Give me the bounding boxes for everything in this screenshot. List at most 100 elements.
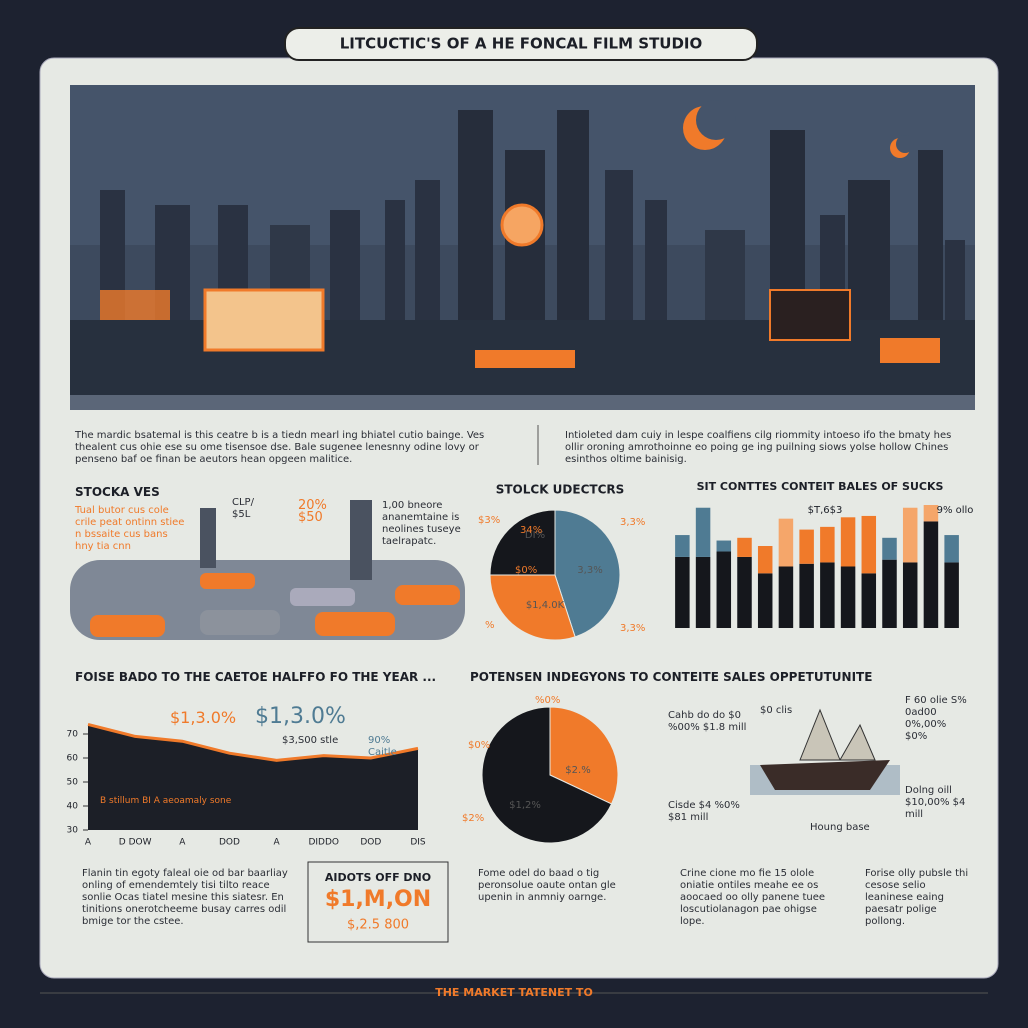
bar (778, 518, 794, 567)
annotation: 9% ollo (937, 505, 974, 516)
y-tick-label: 50 (67, 778, 79, 788)
pie-slice (554, 509, 621, 638)
bar (695, 507, 711, 557)
label: Cahb do do $0 %00% $1.8 mill (668, 710, 747, 733)
x-tick-label: A (85, 838, 92, 848)
bar (778, 566, 794, 628)
pie-slice (549, 706, 619, 805)
x-tick-label: DOD (219, 838, 240, 848)
bar (799, 563, 814, 628)
y-tick-label: 40 (67, 802, 79, 812)
section-title: FOISE BADO TO THE CAETOE HALFFO FO THE Y… (75, 670, 437, 684)
annotation: % (485, 620, 495, 631)
label: $0 clis (760, 705, 793, 716)
bar (820, 526, 835, 563)
bar (840, 517, 856, 567)
x-tick-label: DOD (360, 838, 381, 848)
slice-label: $2.% (565, 765, 590, 776)
bar (944, 562, 959, 628)
pie-slice (489, 574, 576, 641)
pie-slice (489, 509, 556, 576)
bar (882, 559, 897, 628)
label: CLP/ $5L (232, 497, 254, 520)
bar (737, 537, 752, 557)
section-title: POTENSEN INDEGYONS TO CONTEITE SALES OPP… (470, 670, 873, 684)
annotation: $0% (515, 565, 537, 576)
x-tick-label: D DOW (119, 838, 152, 848)
label: 90% Caitle (368, 735, 397, 758)
label: Houng base (810, 822, 870, 833)
bottom-text: Forise olly pubsle thi cesose selio lean… (865, 868, 969, 927)
bar (820, 562, 835, 628)
x-tick-label: DIS (410, 838, 426, 848)
chart-title: STOLCK UDECTCRS (496, 483, 625, 497)
annotation: $2% (462, 813, 484, 824)
bar (902, 562, 918, 628)
slice-label: $1,2% (509, 800, 541, 811)
title-pill (284, 27, 758, 61)
big-sub: $,2.5 800 (347, 918, 409, 933)
y-tick-label: 70 (67, 730, 79, 740)
bar (675, 556, 690, 628)
slice-label: $1,4.0K (526, 600, 565, 611)
bar (695, 556, 711, 628)
cars-illustration (70, 500, 465, 640)
bar (944, 535, 959, 563)
x-tick-label: A (273, 838, 280, 848)
bar (923, 521, 939, 628)
x-tick-label: DIDDO (308, 838, 339, 848)
section-text: Tual butor cus cole crile peat ontinn st… (75, 505, 185, 552)
bar (737, 556, 752, 628)
bar (716, 540, 732, 552)
label: 1,00 bneore ananemtaine is neolines tuse… (382, 500, 461, 547)
line (87, 722, 419, 762)
annotation: $0% (468, 740, 490, 751)
intro-text: Intioleted dam cuiy in lespe coalfiens c… (565, 430, 952, 465)
bar (716, 551, 732, 628)
bar (757, 573, 773, 628)
big-value: $1,M,ON (325, 887, 431, 912)
annotation: 3,3% (620, 623, 645, 634)
bar (882, 537, 897, 560)
label: Cisde $4 %0% $81 mill (668, 800, 740, 823)
page-title: LITCUCTIC'S OF A HE FONCAL FILM STUDIO (340, 35, 703, 53)
bar (902, 507, 918, 563)
slice-label: 3,3% (577, 565, 602, 576)
chart-title: SIT CONTTES CONTEIT BALES OF SUCKS (697, 480, 944, 493)
ship-illustration (750, 708, 900, 795)
bar (861, 573, 877, 628)
annotation: 3,3% (620, 517, 645, 528)
bottom-text: Flanin tin egoty faleal oie od bar baarl… (82, 868, 288, 927)
label: B stillum BI A aeoamaly sone (100, 796, 232, 806)
bar (861, 515, 877, 574)
label: $3,S00 stle (282, 735, 339, 746)
area (88, 724, 418, 830)
bar (757, 546, 773, 574)
annotation: 34% (520, 525, 542, 536)
big-label: AIDOTS OFF DNO (325, 871, 431, 884)
skyline (70, 85, 975, 410)
annotation: $3% (478, 515, 500, 526)
label: $1,3.0% (170, 708, 237, 727)
y-tick-label: 60 (67, 754, 79, 764)
bar (840, 566, 856, 628)
bar (675, 535, 690, 557)
pie-slice (481, 706, 613, 844)
bottom-text: Fome odel do baad o tig peronsolue oaute… (478, 868, 616, 903)
bar (799, 529, 814, 564)
section-title: STOCKA VES (75, 485, 160, 499)
bar (923, 505, 939, 522)
value-box (307, 861, 449, 943)
annotation: $T,6$3 (808, 505, 843, 516)
annotation: %0% (535, 695, 560, 706)
footer: THE MARKET TATENET TO (435, 986, 593, 999)
intro-text: The mardic bsatemal is this ceatre b is … (75, 430, 485, 465)
label: $1,3.0% (255, 704, 346, 729)
label: Dolng oill $10,00% $4 mill (905, 785, 966, 820)
label: F 60 olie S% 0ad00 0%,00% $0% (905, 695, 967, 742)
bottom-text: Crine cione mo fie 15 olole oniatie onti… (680, 868, 826, 927)
label: 20% $50 (298, 498, 327, 525)
slice-label: DI% (525, 530, 545, 541)
